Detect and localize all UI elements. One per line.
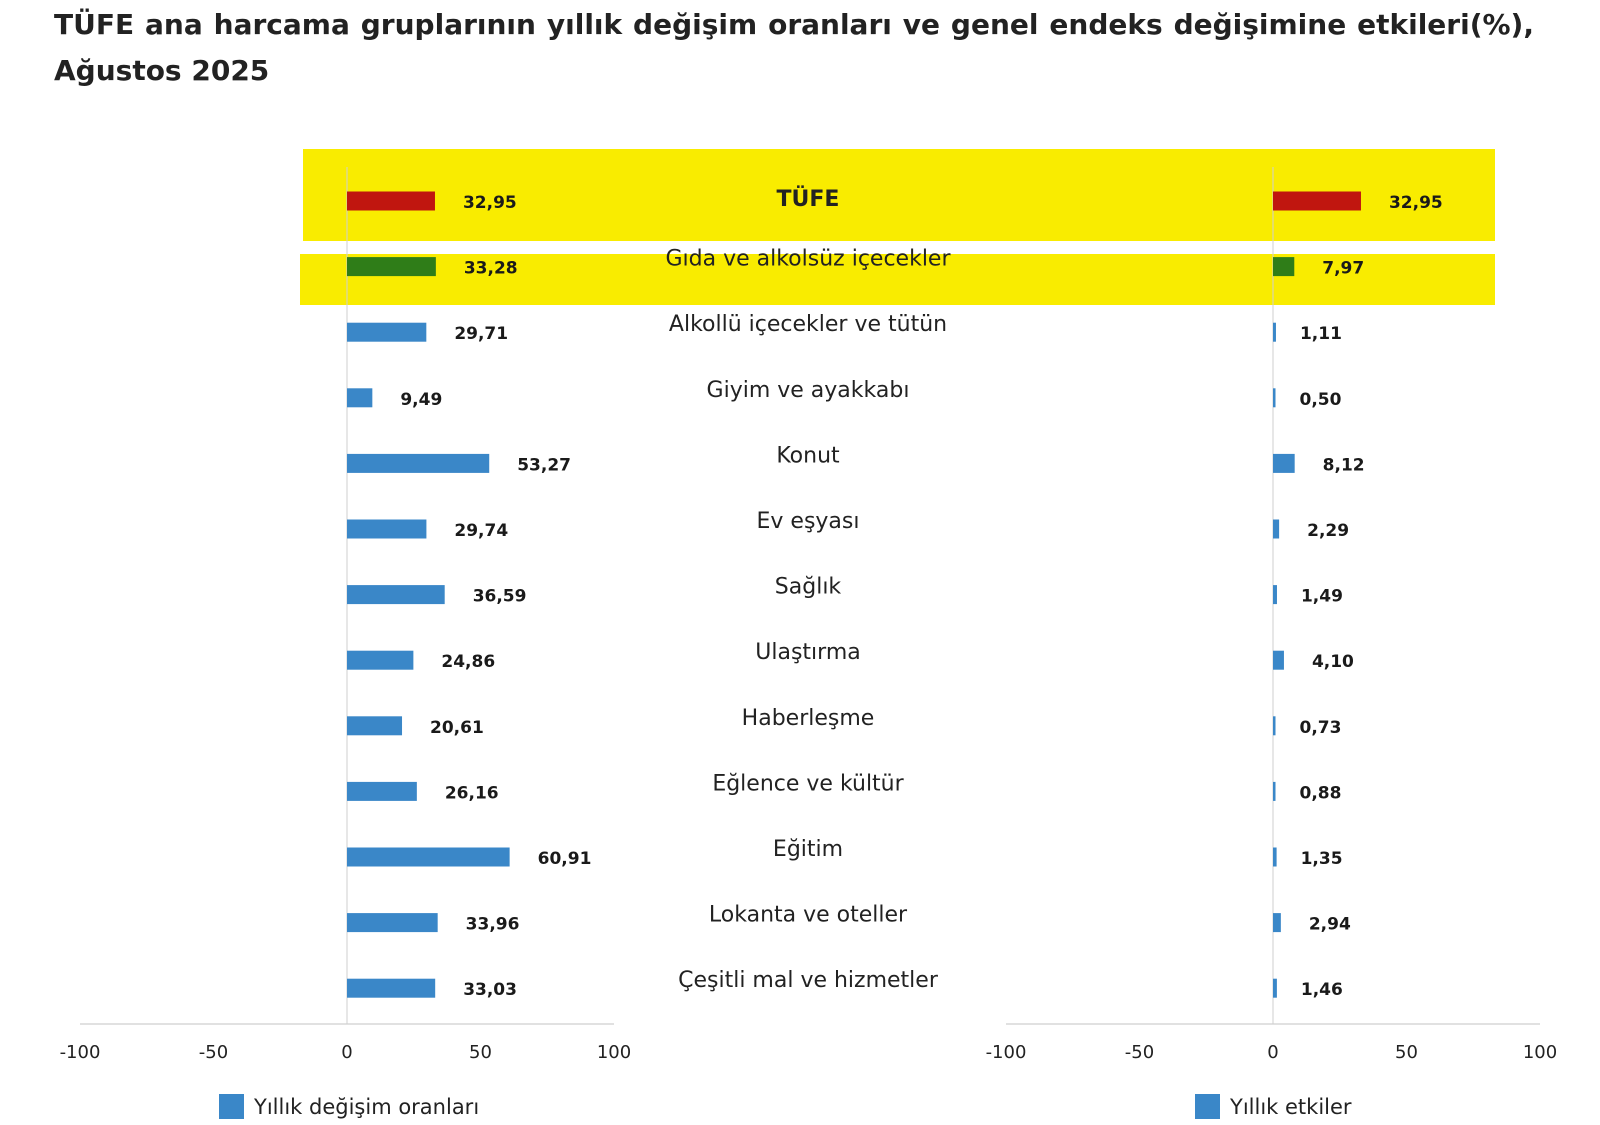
highlight-band-food	[300, 254, 1495, 305]
rate-bar	[347, 781, 417, 801]
rate-value-label: 33,03	[463, 980, 517, 1000]
chart-title: TÜFE ana harcama gruplarının yıllık deği…	[54, 8, 1534, 87]
effect-bar	[1273, 257, 1295, 277]
rate-bar	[347, 453, 490, 473]
rate-value-label: 60,91	[538, 849, 592, 869]
category-label: Ev eşyası	[757, 509, 860, 534]
effect-value-label: 8,12	[1323, 455, 1365, 475]
rate-value-label: 33,96	[466, 915, 520, 935]
category-label: Konut	[776, 443, 840, 468]
rate-tick-label: -100	[60, 1042, 101, 1063]
effect-value-label: 0,50	[1300, 390, 1342, 410]
rate-bar	[347, 978, 436, 998]
rate-value-label: 36,59	[473, 587, 527, 607]
effect-bar	[1273, 585, 1277, 605]
effect-value-label: 2,94	[1309, 915, 1351, 935]
category-label: Sağlık	[775, 575, 842, 600]
effect-bar	[1273, 388, 1276, 408]
effect-bar	[1273, 978, 1277, 998]
rate-bar	[347, 913, 438, 933]
rate-value-label: 32,95	[463, 193, 517, 213]
effect-bar	[1273, 453, 1295, 473]
rate-value-label: 29,74	[454, 521, 508, 541]
effect-value-label: 0,73	[1300, 718, 1342, 738]
category-label: Ulaştırma	[755, 640, 860, 665]
highlight-bands	[300, 149, 1495, 305]
effect-value-label: 4,10	[1312, 652, 1354, 672]
rate-tick-label: 0	[341, 1042, 352, 1063]
labels: 32,95 33,28 29,71 9,49 53,27 29,74 36,59 24,86 2…	[400, 186, 1442, 1000]
effect-bar	[1273, 716, 1276, 736]
rate-value-label: 24,86	[441, 652, 495, 672]
rate-bar	[347, 585, 445, 605]
category-label: Gıda ve alkolsüz içecekler	[665, 247, 951, 272]
effect-tick-label: -100	[986, 1042, 1027, 1063]
effect-value-label: 1,49	[1301, 587, 1343, 607]
effect-value-label: 0,88	[1300, 783, 1342, 803]
rate-bar	[347, 519, 427, 539]
effect-legend-label: Yıllık etkiler	[1229, 1095, 1352, 1119]
rate-bar	[347, 716, 403, 736]
rate-legend-swatch	[219, 1094, 244, 1119]
rate-bar	[347, 322, 427, 342]
effect-bar	[1273, 847, 1277, 867]
effect-value-label: 32,95	[1389, 193, 1443, 213]
category-label: Lokanta ve oteller	[709, 903, 908, 928]
category-label: Haberleşme	[742, 706, 875, 731]
rate-value-label: 33,28	[464, 259, 518, 279]
rate-tick-label: 50	[469, 1042, 492, 1063]
rate-legend-label: Yıllık değişim oranları	[253, 1095, 479, 1119]
category-label: Alkollü içecekler ve tütün	[669, 312, 947, 337]
rate-value-label: 53,27	[517, 455, 571, 475]
effect-value-label: 2,29	[1307, 521, 1349, 541]
effect-bar	[1273, 519, 1280, 539]
effect-bar	[1273, 781, 1276, 801]
effect-bar	[1273, 913, 1281, 933]
effect-bar	[1273, 322, 1276, 342]
rate-bar	[347, 388, 373, 408]
category-label: Eğitim	[773, 837, 843, 862]
legends: Yıllık değişim oranları Yıllık etkiler	[219, 1094, 1352, 1119]
rate-value-label: 26,16	[445, 783, 499, 803]
category-label: Giyim ve ayakkabı	[707, 378, 910, 403]
effect-bar	[1273, 191, 1361, 211]
effect-legend-swatch	[1195, 1094, 1220, 1119]
effect-value-label: 7,97	[1322, 259, 1364, 279]
effect-tick-label: -50	[1125, 1042, 1154, 1063]
rate-value-label: 20,61	[430, 718, 484, 738]
rate-value-label: 9,49	[400, 390, 442, 410]
rate-bar	[347, 191, 435, 211]
rate-bar	[347, 257, 436, 277]
effect-value-label: 1,46	[1301, 980, 1343, 1000]
category-label: TÜFE	[777, 186, 840, 212]
effect-tick-label: 100	[1523, 1042, 1557, 1063]
category-label: Çeşitli mal ve hizmetler	[678, 968, 939, 993]
effect-bar	[1273, 650, 1284, 670]
rate-bar	[347, 650, 414, 670]
rate-tick-label: 100	[597, 1042, 631, 1063]
effect-tick-label: 0	[1267, 1042, 1278, 1063]
bars	[347, 191, 1361, 998]
effect-value-label: 1,35	[1301, 849, 1343, 869]
effect-value-label: 1,11	[1300, 324, 1342, 344]
rate-tick-label: -50	[199, 1042, 228, 1063]
rate-value-label: 29,71	[454, 324, 508, 344]
category-label: Eğlence ve kültür	[712, 771, 904, 796]
rate-bar	[347, 847, 510, 867]
effect-tick-label: 50	[1395, 1042, 1418, 1063]
